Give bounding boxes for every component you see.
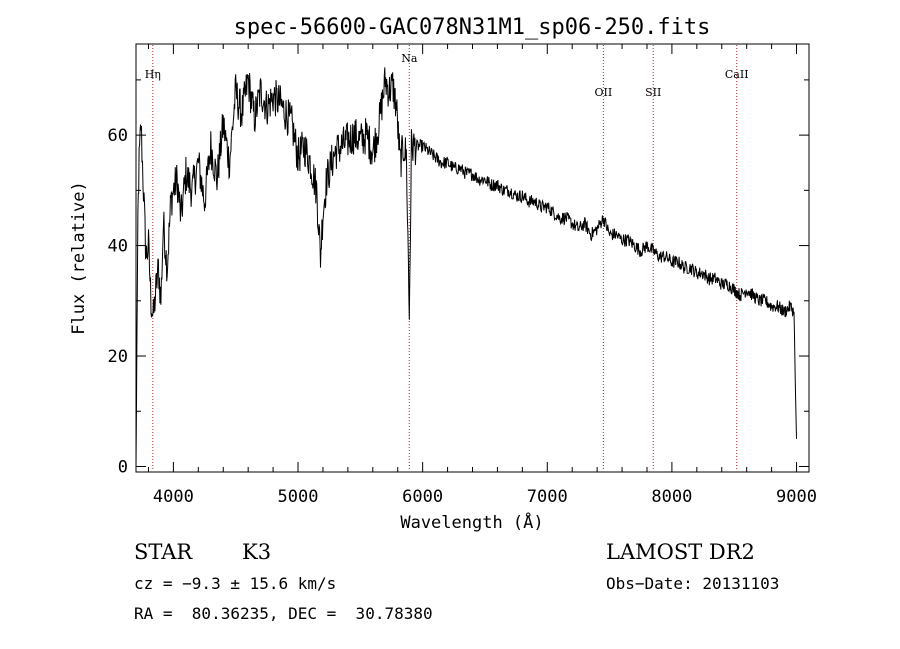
spectrum-series bbox=[135, 67, 797, 467]
survey-name: LAMOST DR2 bbox=[606, 540, 755, 564]
spectral-line-label: Hη bbox=[145, 68, 161, 81]
chart-title: spec-56600-GAC078N31M1_sp06-250.fits bbox=[234, 15, 711, 40]
x-tick-label: 4000 bbox=[153, 487, 194, 507]
y-tick-label: 60 bbox=[108, 126, 128, 146]
x-axis-label: Wavelength (Å) bbox=[400, 511, 543, 533]
y-tick-label: 0 bbox=[118, 457, 128, 477]
redshift-cz: cz = −9.3 ± 15.6 km/s bbox=[134, 574, 337, 593]
spectral-line-label: CaII bbox=[725, 68, 749, 81]
y-tick-label: 40 bbox=[108, 237, 128, 257]
observation-date: Obs−Date: 20131103 bbox=[606, 574, 780, 593]
x-tick-label: 8000 bbox=[651, 487, 692, 507]
x-tick-label: 7000 bbox=[527, 487, 568, 507]
plot-frame bbox=[135, 43, 810, 473]
spectral-line-label: OII bbox=[595, 86, 613, 99]
object-class: STAR bbox=[134, 540, 193, 564]
spectral-line-markers: Hη Na OII SII CaII bbox=[145, 45, 749, 471]
axis-ticks bbox=[136, 44, 809, 472]
object-subclass: K3 bbox=[242, 540, 272, 564]
spectral-line-label: SII bbox=[645, 86, 661, 99]
axis-tick-labels: 4000 5000 6000 7000 8000 9000 0 20 40 60 bbox=[108, 126, 817, 507]
spectrum-line bbox=[135, 67, 797, 467]
x-tick-label: 5000 bbox=[278, 487, 319, 507]
spectral-line-label: Na bbox=[401, 52, 418, 65]
y-tick-label: 20 bbox=[108, 347, 128, 367]
x-tick-label: 9000 bbox=[776, 487, 817, 507]
x-tick-label: 6000 bbox=[402, 487, 443, 507]
coordinates: RA = 80.36235, DEC = 30.78380 bbox=[134, 604, 433, 623]
y-axis-label: Flux (relative) bbox=[69, 181, 89, 335]
